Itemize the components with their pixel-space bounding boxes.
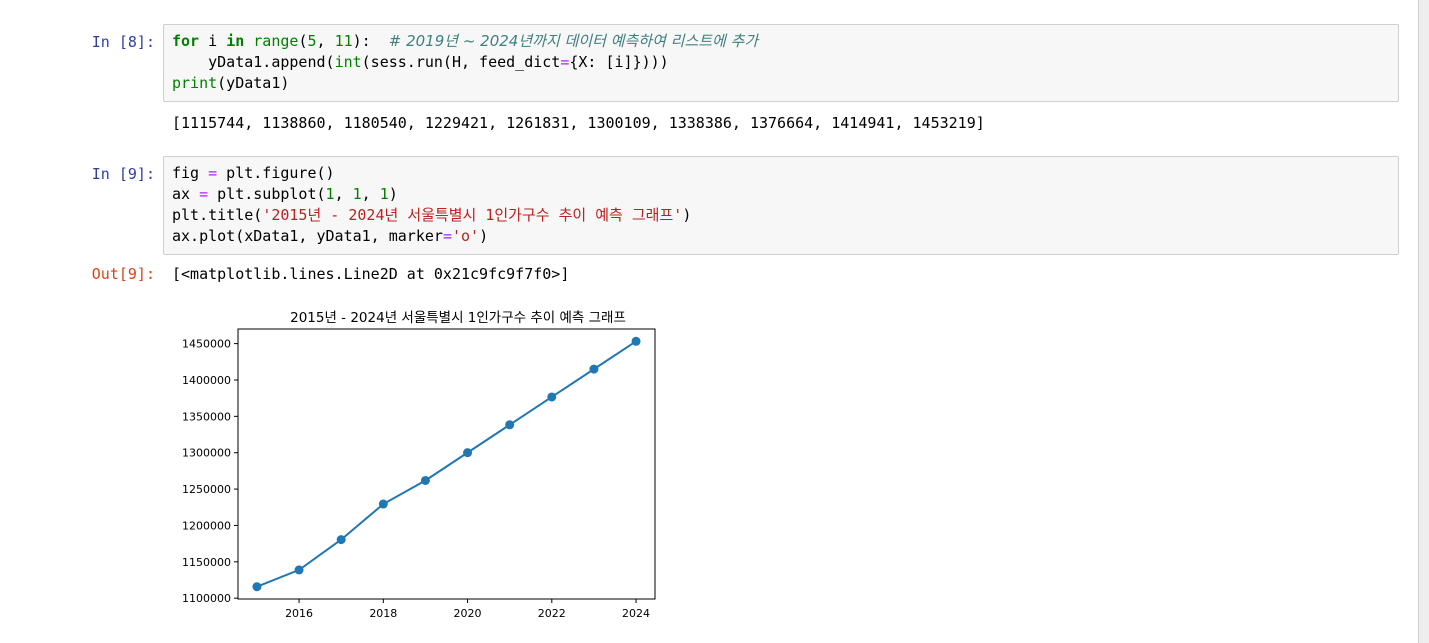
line-chart: 2015년 - 2024년 서울특별시 1인가구수 추이 예측 그래프 1100…: [182, 310, 656, 620]
series-path: [256, 340, 637, 588]
scrollbar-gutter[interactable]: [1419, 0, 1429, 643]
output-prompt-9: Out[9]:: [91, 265, 155, 283]
code-token: '2015년 - 2024년 서울특별시 1인가구수 추이 예측 그래프': [262, 206, 683, 224]
data-point: [420, 475, 430, 485]
code-token: yData1.append(: [172, 53, 335, 71]
code-token: in: [226, 32, 245, 50]
code-token: i: [199, 32, 227, 50]
code-line[interactable]: for i in range(5, 11): # 2019년 ~ 2024년까지…: [172, 31, 1390, 52]
code-line[interactable]: print(yData1): [172, 73, 1390, 94]
code-token: print: [172, 74, 218, 92]
data-point: [336, 535, 346, 545]
code-token: 1: [325, 185, 335, 203]
x-tick-label: 2016: [285, 607, 313, 620]
code-token: ax: [172, 185, 200, 203]
code-token: 1: [352, 185, 362, 203]
y-tick-label: 1450000: [182, 338, 231, 351]
code-token: ,: [361, 185, 380, 203]
code-cell-8[interactable]: for i in range(5, 11): # 2019년 ~ 2024년까지…: [163, 24, 1399, 102]
y-tick-label: 1100000: [182, 592, 231, 605]
code-token: (yData1): [217, 74, 290, 92]
data-point: [589, 364, 599, 374]
y-tick-label: 1350000: [182, 410, 231, 423]
data-point: [505, 420, 515, 430]
code-token: 'o': [451, 227, 480, 245]
code-line[interactable]: fig = plt.figure(): [172, 163, 1390, 184]
code-token: 1: [379, 185, 389, 203]
code-token: 11: [334, 32, 353, 50]
code-token: int: [334, 53, 362, 71]
code-token: fig: [172, 164, 209, 182]
code-token: ): [682, 206, 692, 224]
code-token: ): [479, 227, 489, 245]
data-point: [294, 565, 304, 575]
code-token: =: [199, 185, 209, 203]
code-line[interactable]: ax.plot(xData1, yData1, marker='o'): [172, 226, 1390, 247]
data-point: [252, 582, 262, 592]
x-axis: 2016 2018 2020 2022 2024: [285, 599, 650, 620]
code-token: ):: [352, 32, 389, 50]
code-token: # 2019년 ~ 2024년까지 데이터 예측하여 리스트에 추가: [388, 32, 759, 50]
code-line[interactable]: ax = plt.subplot(1, 1, 1): [172, 184, 1390, 205]
code-token: ,: [334, 185, 353, 203]
code-token: {X: [i]}))): [569, 53, 669, 71]
code-token: ax.plot(xData1, yData1, marker: [172, 227, 443, 245]
code-cell-9[interactable]: fig = plt.figure() ax = plt.subplot(1, 1,…: [163, 156, 1399, 255]
code-token: =: [560, 53, 570, 71]
plot-frame: [237, 328, 656, 600]
code-token: =: [442, 227, 452, 245]
code-token: (sess.run(H, feed_dict: [361, 53, 561, 71]
x-tick-label: 2024: [622, 607, 650, 620]
y-tick-label: 1200000: [182, 519, 231, 532]
data-point: [463, 448, 473, 458]
code-token: 5: [307, 32, 317, 50]
code-token: plt.figure(): [217, 164, 335, 182]
y-tick-label: 1150000: [182, 556, 231, 569]
x-tick-label: 2018: [369, 607, 397, 620]
code-token: ): [388, 185, 398, 203]
data-point: [378, 499, 388, 509]
x-tick-label: 2022: [538, 607, 566, 620]
output-text-8: [1115744, 1138860, 1180540, 1229421, 126…: [172, 114, 985, 132]
code-line[interactable]: plt.title('2015년 - 2024년 서울특별시 1인가구수 추이 …: [172, 205, 1390, 226]
output-text-9: [<matplotlib.lines.Line2D at 0x21c9fc9f7…: [172, 265, 570, 283]
y-axis: 1100000 1150000 1200000 1250000 1300000 13500…: [182, 338, 238, 605]
code-token: plt.subplot(: [208, 185, 326, 203]
code-token: ,: [316, 32, 335, 50]
x-tick-label: 2020: [454, 607, 482, 620]
code-editor[interactable]: fig = plt.figure() ax = plt.subplot(1, 1,…: [172, 163, 1390, 247]
input-prompt-8: In [8]:: [91, 33, 155, 51]
code-line[interactable]: yData1.append(int(sess.run(H, feed_dict=…: [172, 52, 1390, 73]
code-token: for: [172, 32, 200, 50]
code-token: range: [253, 32, 299, 50]
chart-title: 2015년 - 2024년 서울특별시 1인가구수 추이 예측 그래프: [290, 310, 626, 326]
y-tick-label: 1400000: [182, 374, 231, 387]
code-token: =: [208, 164, 218, 182]
code-token: (: [298, 32, 308, 50]
series-line: [252, 336, 641, 592]
code-editor[interactable]: for i in range(5, 11): # 2019년 ~ 2024년까지…: [172, 31, 1390, 94]
y-tick-label: 1250000: [182, 483, 231, 496]
code-token: [244, 32, 253, 50]
data-point: [631, 336, 641, 346]
y-tick-label: 1300000: [182, 447, 231, 460]
input-prompt-9: In [9]:: [91, 165, 155, 183]
code-token: plt.title(: [172, 206, 263, 224]
data-point: [547, 392, 557, 402]
